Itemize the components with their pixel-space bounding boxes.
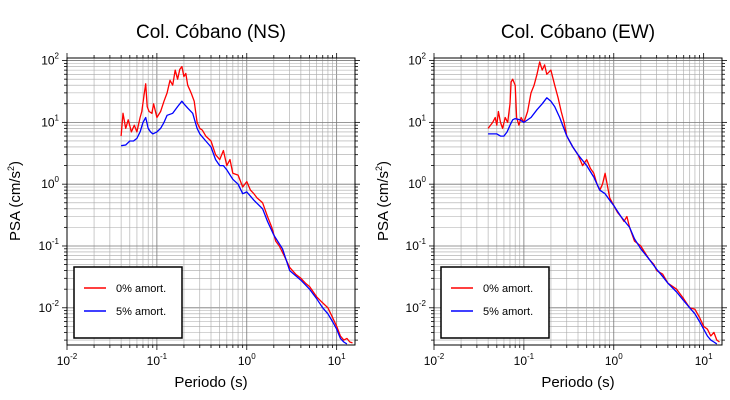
y-tick-label: 10-1 <box>39 237 60 253</box>
tick-base: 10 <box>408 54 422 68</box>
tick-base: 10 <box>238 354 252 368</box>
tick-exponent: -1 <box>52 237 60 246</box>
tick-exponent: -2 <box>70 352 78 361</box>
plot-frame <box>66 57 356 346</box>
legend-label-0: 0% amort. <box>116 283 166 295</box>
tick-exponent: 1 <box>422 113 427 122</box>
tick-exponent: 0 <box>422 175 427 184</box>
tick-base: 10 <box>41 177 55 191</box>
tick-exponent: -2 <box>437 352 445 361</box>
tick-exponent: -2 <box>419 299 427 308</box>
tick-exponent: 0 <box>618 352 623 361</box>
y-axis-label: PSA (cm/s2) <box>6 161 24 241</box>
tick-exponent: 1 <box>708 352 713 361</box>
y-axis-label-main: PSA (cm/s <box>7 171 24 241</box>
series-line-1 <box>488 97 718 345</box>
y-axis-label-main: PSA (cm/s <box>375 171 392 241</box>
y-tick-label: 10-2 <box>39 299 60 315</box>
x-axis-label: Periodo (s) <box>541 374 614 391</box>
legend: 0% amort. 5% amort. <box>440 266 550 339</box>
x-tick-label: 100 <box>605 352 623 368</box>
y-axis-label-close: ) <box>375 161 392 166</box>
x-tick-label: 10-2 <box>424 352 445 368</box>
legend: 0% amort. 5% amort. <box>73 266 183 339</box>
tick-base: 10 <box>408 177 422 191</box>
x-tick-label: 10-2 <box>57 352 78 368</box>
series-line-0 <box>120 65 353 344</box>
y-axis-label-sup: 2 <box>6 166 16 171</box>
tick-base: 10 <box>41 54 55 68</box>
tick-exponent: 1 <box>55 113 60 122</box>
tick-base: 10 <box>41 115 55 129</box>
series-line-1 <box>121 100 348 345</box>
tick-base: 10 <box>514 354 528 368</box>
tick-base: 10 <box>39 301 53 315</box>
tick-base: 10 <box>328 354 342 368</box>
x-tick-label: 101 <box>695 352 713 368</box>
legend-box <box>440 266 550 339</box>
tick-base: 10 <box>147 354 161 368</box>
chart-panel-ns: Col. Cóbano (NS) 10-2 10-1 100 101 10-210-1… <box>6 22 360 391</box>
tick-exponent: 1 <box>341 352 346 361</box>
tick-base: 10 <box>39 239 53 253</box>
tick-exponent: 0 <box>251 352 256 361</box>
x-axis-label: Periodo (s) <box>174 374 247 391</box>
legend-label-1: 5% amort. <box>116 306 166 318</box>
chart-title: Col. Cóbano (EW) <box>501 22 655 43</box>
y-tick-label: 102 <box>41 52 59 68</box>
y-tick-label: 10-1 <box>406 237 427 253</box>
y-tick-label: 101 <box>41 113 59 129</box>
tick-base: 10 <box>605 354 619 368</box>
y-axis-label: PSA (cm/s2) <box>374 161 392 241</box>
legend-box <box>73 266 183 339</box>
tick-exponent: 0 <box>55 175 60 184</box>
tick-exponent: -1 <box>527 352 535 361</box>
legend-label-0: 0% amort. <box>483 283 533 295</box>
y-tick-label: 10-2 <box>406 299 427 315</box>
chart-title: Col. Cóbano (NS) <box>136 22 286 43</box>
plot-frame <box>433 57 723 346</box>
y-tick-label: 100 <box>41 175 59 191</box>
y-tick-label: 100 <box>408 175 426 191</box>
tick-exponent: 2 <box>55 52 60 61</box>
tick-exponent: -1 <box>160 352 168 361</box>
tick-exponent: 2 <box>422 52 427 61</box>
x-tick-label: 100 <box>238 352 256 368</box>
x-tick-label: 10-1 <box>514 352 535 368</box>
grid <box>62 53 360 350</box>
x-tick-label: 101 <box>328 352 346 368</box>
tick-base: 10 <box>695 354 709 368</box>
y-tick-label: 102 <box>408 52 426 68</box>
legend-label-1: 5% amort. <box>483 306 533 318</box>
tick-base: 10 <box>424 354 438 368</box>
x-tick-labels: 10-2 10-1 100 101 <box>57 352 346 368</box>
y-tick-label: 101 <box>408 113 426 129</box>
chart-panel-ew: Col. Cóbano (EW) 10-2 10-1 100 101 10-210-1… <box>374 22 727 391</box>
plot-area <box>120 65 353 345</box>
tick-exponent: -1 <box>419 237 427 246</box>
y-axis-label-sup: 2 <box>374 166 384 171</box>
x-tick-label: 10-1 <box>147 352 168 368</box>
tick-exponent: -2 <box>52 299 60 308</box>
tick-base: 10 <box>408 115 422 129</box>
y-axis-label-close: ) <box>7 161 24 166</box>
tick-base: 10 <box>406 239 420 253</box>
tick-base: 10 <box>406 301 420 315</box>
tick-base: 10 <box>57 354 71 368</box>
x-tick-labels: 10-2 10-1 100 101 <box>424 352 713 368</box>
plot-area <box>487 61 720 345</box>
